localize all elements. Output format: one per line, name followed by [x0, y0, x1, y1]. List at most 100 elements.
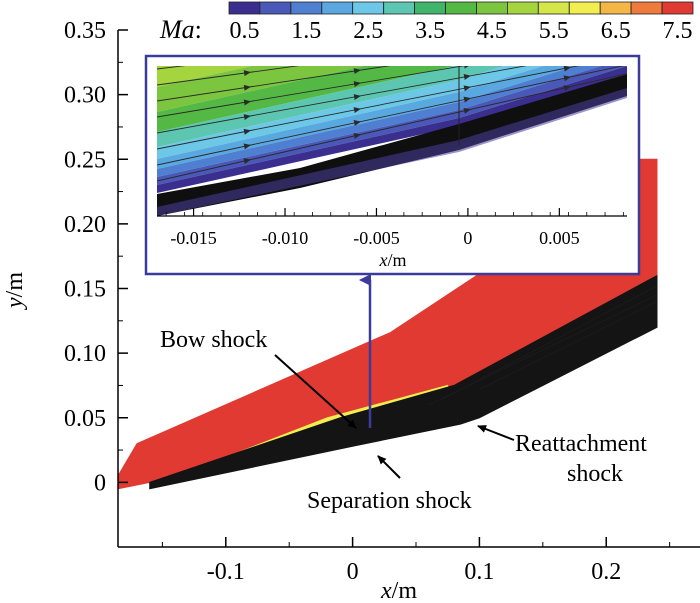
colorbar-cell	[506, 1, 539, 15]
colorbar-tick-labels: 0.5 1.5 2.5 3.5 4.5 5.5 6.5 7.5	[230, 18, 693, 44]
x-tick-labels: -0.1 0 0.1 0.2	[207, 559, 621, 585]
inset-streamline-arrow	[353, 120, 361, 126]
colorbar-cell	[414, 1, 446, 15]
y-tick-label: 0.20	[64, 212, 106, 238]
inset-streamline	[157, 66, 580, 150]
inset-streamline-arrow	[243, 84, 251, 91]
colorbar-cells	[228, 1, 694, 15]
colorbar-cell	[321, 1, 354, 15]
inset-streamline-arrow	[463, 85, 471, 92]
reattachment-shock-label: Reattachment	[515, 431, 647, 457]
colorbar-cell	[445, 1, 477, 15]
shock-line	[441, 285, 658, 401]
x-tick-label: 0	[347, 559, 359, 585]
inset-boundary-layer	[157, 74, 627, 216]
inset-x-tick-label: -0.015	[170, 228, 217, 248]
y-tick-label: 0.35	[64, 18, 106, 44]
inset-streamline-arrow	[464, 20, 470, 21]
inset-streamline	[157, 66, 624, 166]
inset-streamline-arrow	[243, 128, 251, 135]
colorbar-cell	[228, 1, 261, 15]
colorbar-cell	[259, 1, 292, 15]
y-tick-label: 0.25	[64, 147, 106, 173]
inset-mach-band	[157, 66, 505, 147]
inset-streamline	[157, 66, 466, 118]
inset-streamline-arrow	[243, 70, 251, 77]
inset-x-axis-label: x/m	[378, 250, 406, 270]
main-axes: 00.050.100.150.200.250.300.35 -0.1 0 0.1 0.…	[2, 18, 700, 603]
flow-regions	[117, 158, 658, 490]
colorbar-cell	[599, 1, 632, 15]
colorbar-cell	[290, 1, 323, 15]
colorbar-cell	[661, 1, 694, 15]
inset-streamline-arrow	[463, 74, 471, 80]
inset-streamline	[157, 66, 527, 134]
inset-streamline-arrow	[464, 31, 470, 32]
inset-x-tick-label: -0.010	[262, 228, 309, 248]
shock-lines	[428, 285, 658, 406]
inset-streamline	[157, 66, 391, 102]
shock-line	[479, 300, 658, 390]
y-tick-label: 0.30	[64, 83, 106, 109]
colorbar-cell	[630, 1, 663, 15]
inset-wall-edge	[157, 88, 627, 216]
x-tick-label: 0.2	[591, 559, 621, 585]
colorbar-tick-label: 1.5	[291, 18, 321, 44]
inset-x-tick-label: 0.005	[539, 228, 580, 248]
y-tick-label: 0.05	[64, 406, 106, 432]
reattachment-shock-arrow	[477, 425, 515, 441]
inset-border	[144, 54, 641, 276]
inset-x-tick-label: 0	[463, 228, 472, 248]
inset-mach-band	[157, 66, 576, 169]
colorbar-cell	[352, 1, 385, 15]
inset-streamlines	[157, 20, 627, 182]
inset-mach-band	[157, 66, 543, 159]
inset-streamline-arrow	[563, 75, 571, 82]
inset-streamline	[157, 73, 627, 182]
inset-streamline-arrow	[353, 94, 361, 101]
inset-streamline-arrow	[354, 44, 360, 45]
y-axis-label: y/m	[2, 272, 28, 310]
x-tick-label: -0.1	[207, 559, 245, 585]
inset-mach-band	[157, 66, 627, 185]
separation-shock-label: Separation shock	[307, 488, 472, 514]
shock-annotations: Bow shock Separation shock Reattachment …	[160, 327, 647, 514]
colorbar-cell	[383, 1, 416, 15]
inset-mach-band	[157, 66, 455, 132]
colorbar-title: Ma:	[159, 15, 202, 44]
colorbar-tick-label: 6.5	[601, 18, 631, 44]
bow-shock-arrow	[274, 354, 357, 429]
colorbar-cell	[537, 1, 570, 15]
inset-mach-band	[157, 66, 627, 193]
y-tick-label: 0.10	[64, 341, 106, 367]
inset-streamline-arrow	[464, 42, 470, 43]
inset-streamline-arrow	[353, 81, 361, 88]
colorbar-tick-label: 7.5	[663, 18, 693, 44]
inset-streamline-arrow	[463, 107, 471, 114]
reattachment-shock-label-line2: shock	[567, 461, 623, 487]
y-tick-labels: 0 0.05 0.10 0.15 0.20 0.25 0.30 0.35	[64, 18, 106, 496]
colorbar-cell	[568, 1, 601, 15]
colorbar-tick-label: 0.5	[230, 18, 260, 44]
bow-shock-label: Bow shock	[160, 327, 267, 353]
inset-zoom-panel: -0.015 -0.010 -0.005 0 0.005 x/m	[144, 20, 641, 276]
inset-streamline	[157, 66, 300, 86]
separation-shock-arrow	[377, 455, 401, 479]
inset-streamline-arrow	[463, 96, 471, 103]
inset-streamline-arrow	[353, 68, 361, 75]
inset-streamline-arrow	[564, 48, 570, 49]
colorbar-tick-label: 2.5	[353, 18, 383, 44]
inset-streamline-arrow	[563, 85, 571, 91]
x-tick-label: 0.1	[464, 559, 494, 585]
inset-streamline-arrow	[243, 143, 251, 150]
colorbar-tick-label: 4.5	[477, 18, 507, 44]
mach-colorbar: 0.5 1.5 2.5 3.5 4.5 5.5 6.5 7.5 Ma:	[159, 1, 694, 44]
inset-streamline-arrow	[563, 66, 571, 72]
boundary-layer-region	[149, 274, 658, 490]
colorbar-cell	[476, 1, 508, 15]
inset-streamline-arrow	[464, 54, 470, 55]
x-axis-label: x/m	[380, 578, 417, 603]
y-tick-marks	[118, 29, 128, 484]
inset-streamline-arrow	[243, 99, 251, 106]
